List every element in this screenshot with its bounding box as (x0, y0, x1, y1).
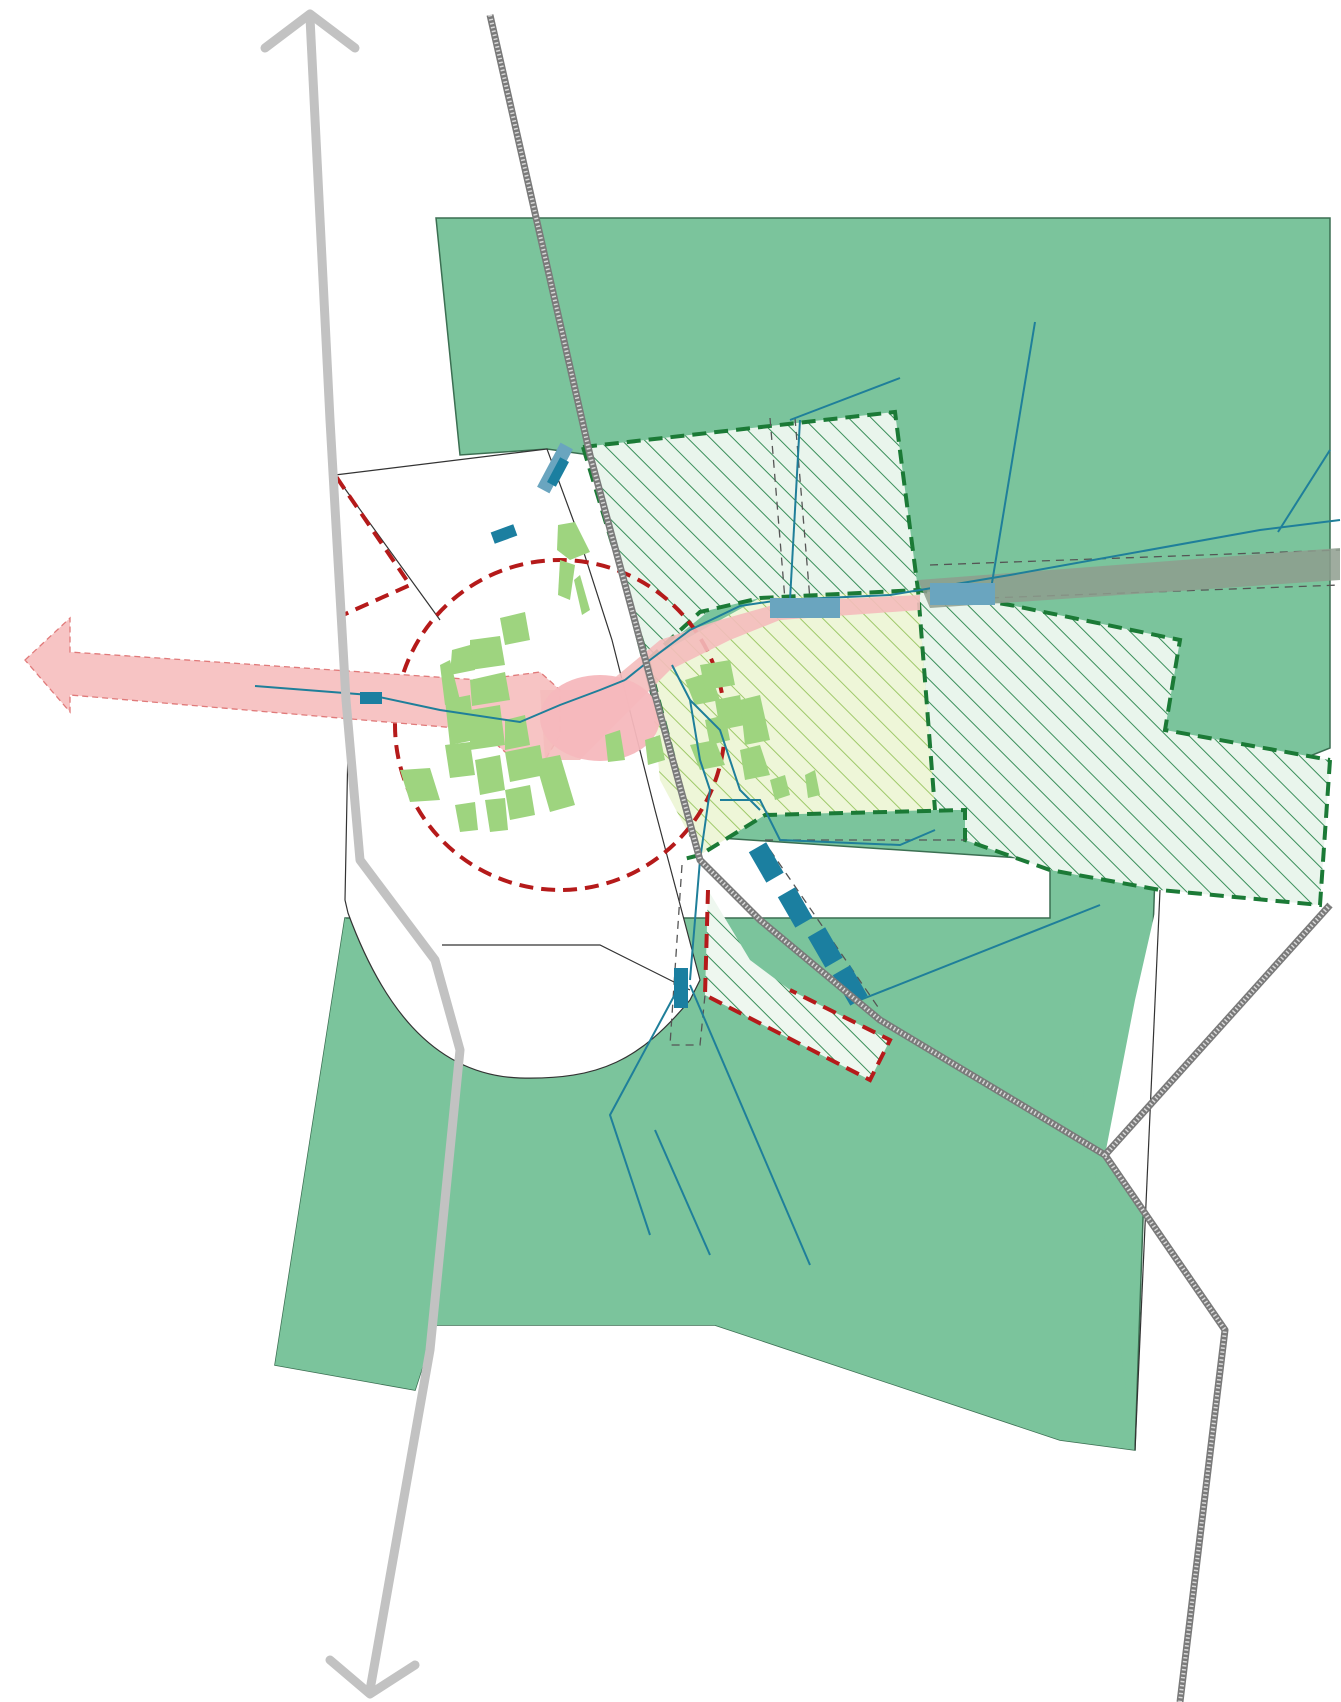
white-corridor-right (1105, 880, 1330, 1702)
west-development-axis-arrow (24, 595, 920, 766)
south-red-zone (702, 889, 893, 1083)
east-corridor-band (918, 548, 1340, 608)
water-structures (360, 442, 995, 1008)
railway-line (486, 14, 1333, 1702)
north-south-road-arrow (260, 9, 465, 1699)
hatch-zone-center (648, 590, 935, 855)
hatch-zone-east (918, 590, 1330, 905)
hatch-zone-south (705, 890, 890, 1080)
